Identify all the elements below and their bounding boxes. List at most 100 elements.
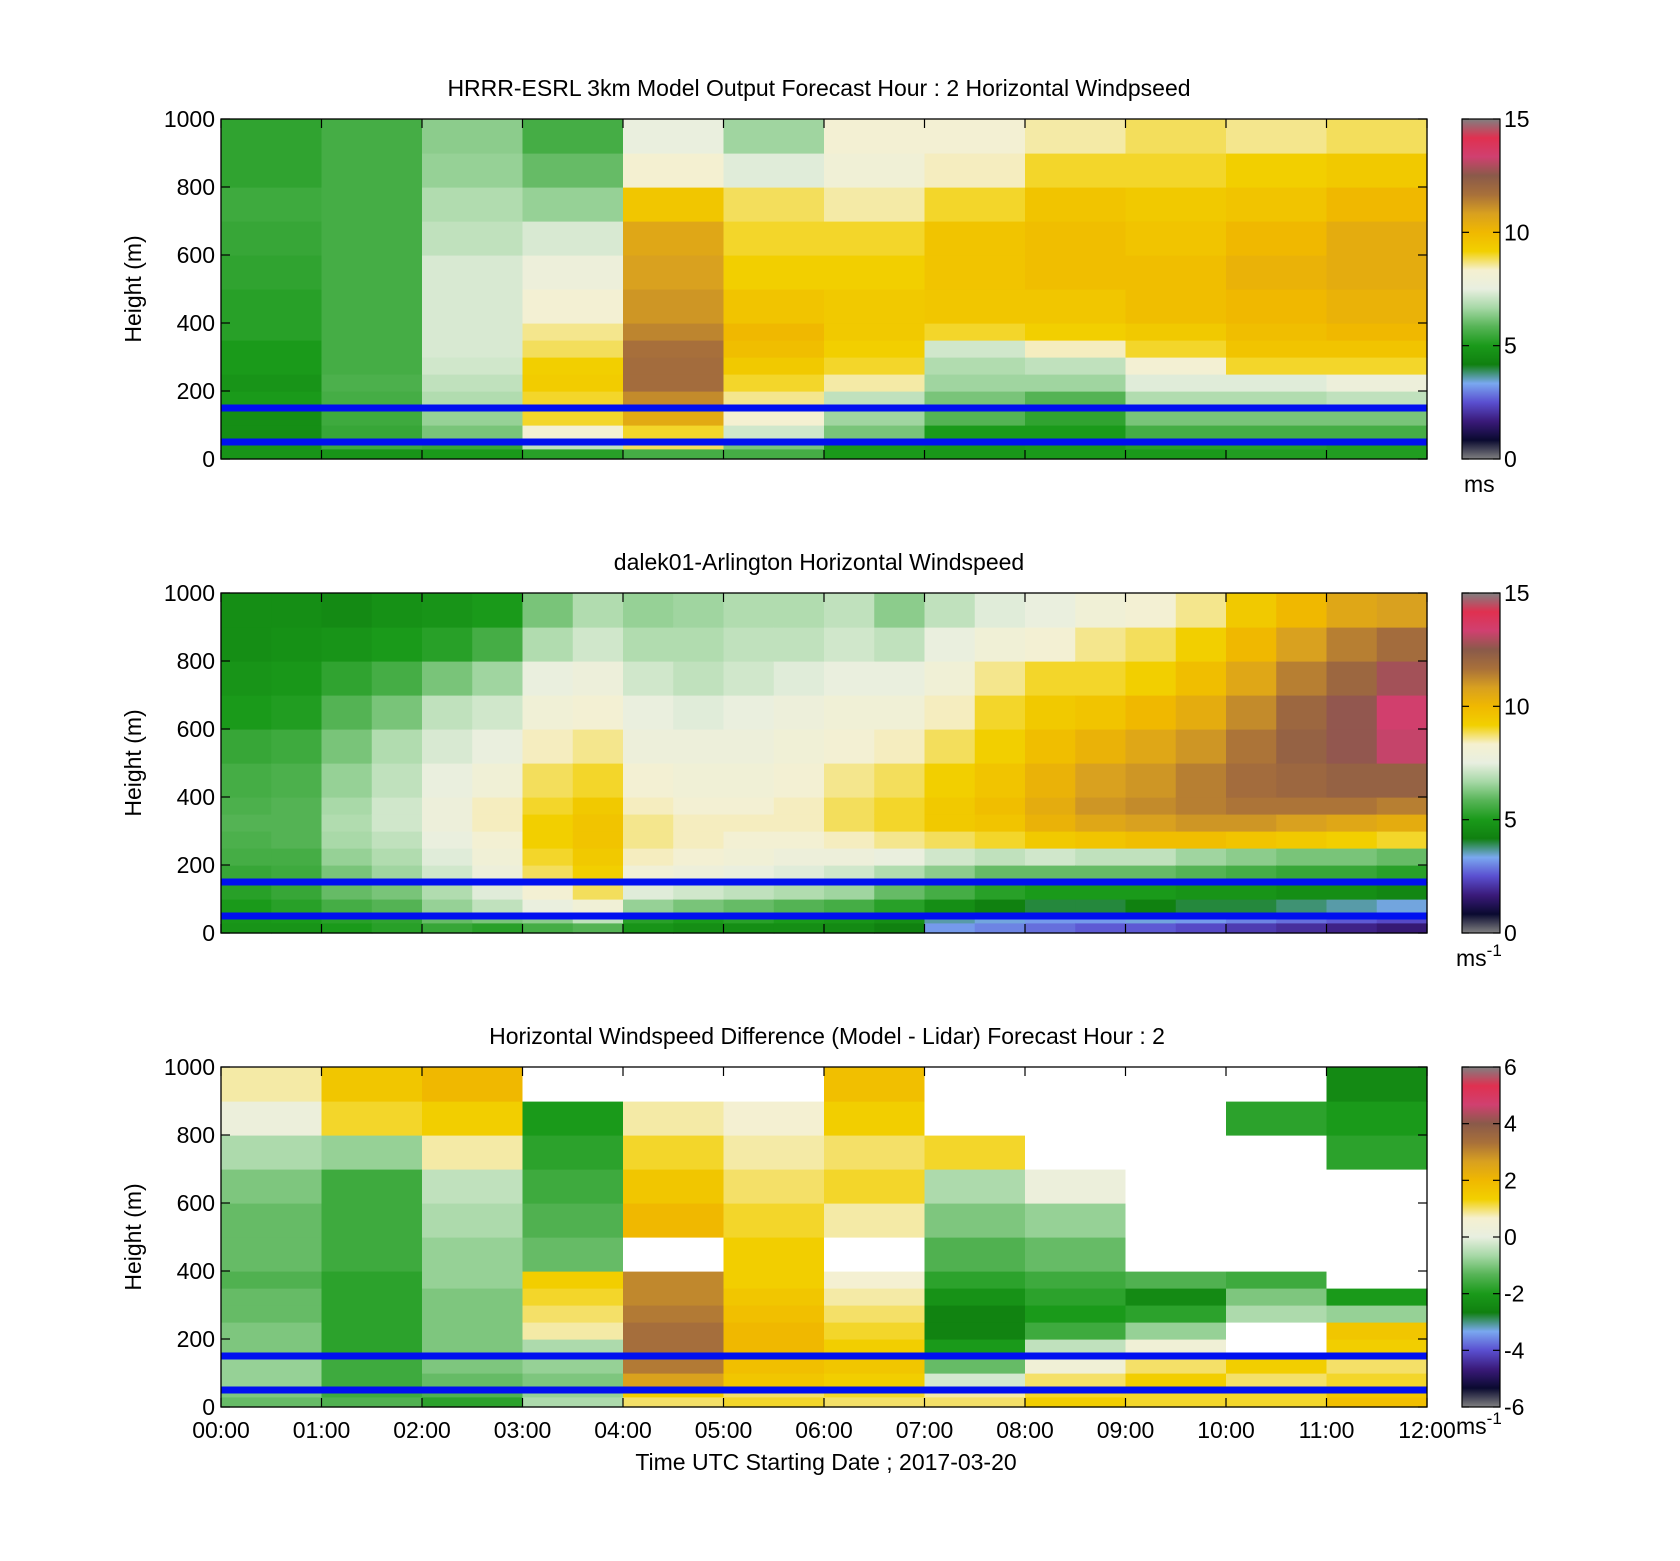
heatmap-cell bbox=[723, 899, 775, 914]
x-tick-label: 01:00 bbox=[293, 1417, 351, 1443]
heatmap-cell bbox=[1226, 627, 1277, 662]
heatmap-cell bbox=[723, 153, 825, 188]
heatmap-cell bbox=[522, 1322, 624, 1340]
heatmap-cell bbox=[271, 729, 323, 764]
heatmap-cell bbox=[623, 695, 674, 730]
heatmap-cell bbox=[221, 1101, 323, 1136]
heatmap-cell bbox=[522, 729, 574, 764]
x-tick-label: 08:00 bbox=[996, 1417, 1054, 1443]
colorbar-tick-label: 0 bbox=[1504, 920, 1517, 946]
heatmap-cell bbox=[924, 882, 976, 900]
heatmap-cell bbox=[1326, 221, 1428, 256]
heatmap-cell bbox=[321, 1067, 423, 1102]
heatmap-cell bbox=[1025, 729, 1076, 764]
heatmap-cell bbox=[1326, 289, 1428, 324]
heatmap-cell bbox=[1226, 187, 1328, 222]
chart-title: HRRR-ESRL 3km Model Output Forecast Hour… bbox=[447, 75, 1190, 101]
heatmap-cell bbox=[1125, 448, 1227, 460]
colorbar: 0 5 10 15 ms-1 bbox=[1456, 580, 1530, 971]
heatmap-cell bbox=[723, 1373, 825, 1388]
heatmap-cell bbox=[1075, 797, 1127, 815]
heatmap-cell bbox=[221, 1373, 323, 1388]
heatmap-cell bbox=[924, 448, 1026, 460]
panel-lidar: dalek01-Arlington Horizontal Windspeed H… bbox=[120, 549, 1530, 971]
heatmap-cell bbox=[924, 661, 976, 696]
heatmap-cell bbox=[924, 340, 1026, 358]
heatmap-cell bbox=[623, 1135, 725, 1170]
heatmap-cell bbox=[1226, 695, 1277, 730]
heatmap-cell bbox=[924, 848, 976, 866]
y-ticks: 0 200 400 600 800 1000 bbox=[164, 1054, 1427, 1420]
heatmap-cell bbox=[1276, 627, 1328, 662]
heatmap-cell bbox=[623, 323, 725, 341]
heatmap-cell bbox=[1326, 391, 1428, 409]
colorbar: 0 5 10 15 ms bbox=[1461, 106, 1530, 497]
heatmap-cell bbox=[824, 289, 926, 324]
heatmap-cell bbox=[1276, 814, 1328, 832]
heatmap-cell bbox=[673, 848, 725, 866]
heatmap-cell bbox=[723, 374, 825, 392]
heatmap-cell bbox=[723, 1237, 825, 1272]
y-tick-label: 0 bbox=[202, 1394, 215, 1420]
heatmap-cell bbox=[572, 882, 624, 900]
heatmap-cell bbox=[623, 153, 725, 188]
heatmap-cell bbox=[723, 448, 825, 460]
heatmap-cell bbox=[623, 729, 674, 764]
heatmap-cell bbox=[422, 865, 473, 883]
heatmap-cell bbox=[572, 848, 624, 866]
heatmap-cell bbox=[221, 797, 272, 815]
heatmap-cell bbox=[824, 357, 926, 375]
heatmap-cell bbox=[623, 1322, 725, 1340]
heatmap-cell bbox=[1025, 221, 1127, 256]
heatmap-cell bbox=[522, 922, 574, 934]
heatmap-cell bbox=[673, 661, 725, 696]
heatmap-cell bbox=[572, 695, 624, 730]
heatmap-cell bbox=[221, 187, 323, 222]
heatmap-cell bbox=[1025, 1322, 1127, 1340]
heatmap-cell bbox=[673, 814, 725, 832]
heatmap-cell bbox=[1075, 831, 1127, 849]
heatmap-cell bbox=[623, 1271, 725, 1289]
heatmap-cell bbox=[824, 1356, 926, 1374]
heatmap-cell bbox=[1175, 882, 1227, 900]
heatmap-cell bbox=[221, 153, 323, 188]
heatmap-cell bbox=[1175, 831, 1227, 849]
heatmap-cell bbox=[673, 695, 725, 730]
heatmap-cell bbox=[623, 848, 674, 866]
heatmap-cell bbox=[1025, 1237, 1127, 1272]
heatmap-cell bbox=[924, 797, 976, 815]
heatmap-cell bbox=[422, 1237, 524, 1272]
heatmap-cell bbox=[1125, 695, 1177, 730]
heatmap-cell bbox=[1125, 797, 1177, 815]
heatmap-cell bbox=[723, 1067, 825, 1102]
heatmap-cell bbox=[723, 323, 825, 341]
heatmap-cell bbox=[572, 831, 624, 849]
heatmap-cell bbox=[974, 763, 1026, 798]
heatmap-cell bbox=[824, 187, 926, 222]
heatmap-cell bbox=[321, 119, 423, 154]
heatmap-cell bbox=[1226, 1067, 1328, 1102]
heatmap-cell bbox=[1226, 1203, 1328, 1238]
heatmap-cell bbox=[623, 1305, 725, 1323]
heatmap-cell bbox=[572, 814, 624, 832]
heatmap-cell bbox=[221, 865, 272, 883]
heatmap-cell bbox=[924, 814, 976, 832]
heatmap-cell bbox=[1125, 255, 1227, 290]
heatmap-cell bbox=[321, 1396, 423, 1408]
y-tick-label: 0 bbox=[202, 446, 215, 472]
heatmap-cell bbox=[1226, 1339, 1328, 1357]
heatmap-cell bbox=[1175, 695, 1227, 730]
x-tick-label: 09:00 bbox=[1097, 1417, 1155, 1443]
heatmap-cell bbox=[1276, 848, 1328, 866]
heatmap-cell bbox=[1326, 323, 1428, 341]
y-tick-label: 800 bbox=[177, 174, 215, 200]
heatmap-cell bbox=[773, 865, 825, 883]
heatmap-cell bbox=[1175, 899, 1227, 914]
heatmap-cell bbox=[1125, 1356, 1227, 1374]
heatmap-cell bbox=[723, 848, 775, 866]
heatmap-cell bbox=[1125, 119, 1227, 154]
heatmap-cell bbox=[1226, 1322, 1328, 1340]
heatmap-cell bbox=[1175, 848, 1227, 866]
heatmap-cell bbox=[522, 425, 624, 440]
